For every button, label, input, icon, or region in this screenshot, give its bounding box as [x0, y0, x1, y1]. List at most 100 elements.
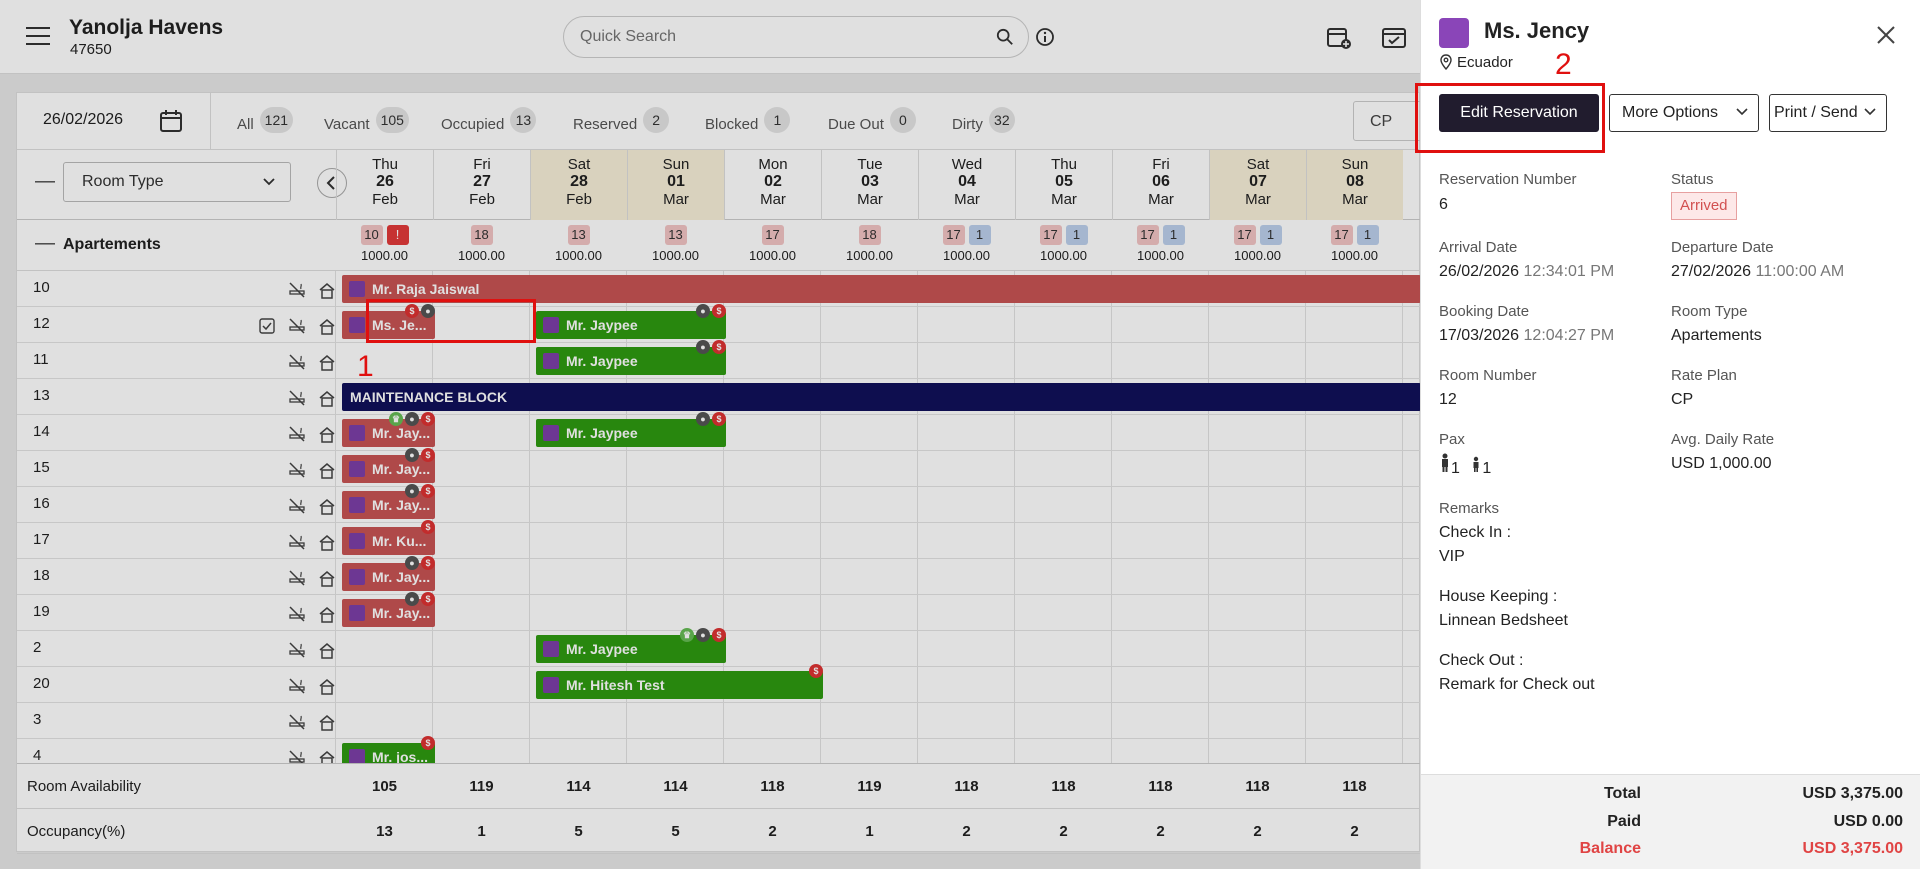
reservation-bar[interactable]: Mr. Jaypee: [536, 635, 726, 663]
day-rate: 1000.00: [943, 248, 990, 263]
add-booking-calendar-icon[interactable]: [1326, 24, 1352, 50]
day-rate: 1000.00: [1234, 248, 1281, 263]
room-row[interactable]: 18: [17, 559, 1421, 595]
building-icon: [543, 677, 559, 693]
date-column-header: Sun 08 Mar: [1306, 150, 1403, 220]
reservation-bar[interactable]: Mr. Jaypee: [536, 311, 726, 339]
housekeeping-icon: [317, 496, 337, 516]
filter-reserved[interactable]: Reserved 2: [573, 107, 670, 137]
grid-line: [529, 271, 530, 763]
reservation-bar[interactable]: Mr. Jay...: [342, 563, 435, 591]
reservation-guest-name: Mr. Jay...: [372, 605, 431, 621]
calendar-check-icon[interactable]: [1381, 24, 1407, 50]
reservation-bar[interactable]: Mr. Jaypee: [536, 347, 726, 375]
date-picker[interactable]: 26/02/2026: [17, 93, 211, 150]
count-badge: 17: [942, 225, 965, 245]
booking-date-label: Booking Date: [1439, 303, 1530, 320]
guest-location: Ecuador: [1457, 54, 1513, 71]
occupancy-value: 2: [1350, 823, 1359, 840]
check-out-remark: Remark for Check out: [1439, 676, 1595, 693]
reservation-bar[interactable]: Mr. Ku...: [342, 527, 435, 555]
reservation-guest-name: MAINTENANCE BLOCK: [350, 389, 508, 405]
hamburger-menu-icon[interactable]: [26, 27, 50, 47]
room-row[interactable]: 14: [17, 415, 1421, 451]
reservation-bar[interactable]: Mr. Jaypee: [536, 419, 726, 447]
quick-search[interactable]: [563, 16, 1029, 58]
filter-dirty[interactable]: Dirty 32: [952, 107, 1015, 137]
no-smoking-icon: [287, 496, 307, 516]
housekeeping-icon: [317, 460, 337, 480]
status-badge: Arrived: [1671, 192, 1737, 220]
grid-line: [820, 271, 821, 763]
room-row[interactable]: 20: [17, 667, 1421, 703]
location-pin-icon: [1440, 54, 1452, 70]
count-badge: !: [386, 225, 409, 245]
payment-due-icon: $: [712, 340, 726, 354]
tape-chart: 26/02/2026 All 121 Vacant 105 Occupied 13 R…: [16, 92, 1433, 854]
reservation-bar[interactable]: Mr. Hitesh Test: [536, 671, 823, 699]
no-smoking-icon: [287, 460, 307, 480]
group-collapse-toggle[interactable]: —: [35, 232, 55, 254]
edit-reservation-button[interactable]: Edit Reservation: [1439, 94, 1599, 132]
day-rate: 1000.00: [361, 248, 408, 263]
room-row[interactable]: 17: [17, 523, 1421, 559]
payment-due-icon: $: [712, 412, 726, 426]
pax-value: 1 1: [1439, 453, 1491, 478]
reservation-bar[interactable]: Ms. Je...: [342, 311, 435, 339]
previous-dates-button[interactable]: [317, 168, 347, 198]
date-column-header: Sat 28 Feb: [530, 150, 627, 220]
reservation-guest-name: Mr. Jaypee: [566, 425, 638, 441]
grid-line: [626, 271, 627, 763]
availability-row: Room Availability 105 119 114 114 118 119 118 1…: [17, 764, 1421, 809]
day-count-cell: 17 1000.00: [724, 225, 821, 263]
search-icon[interactable]: [996, 28, 1014, 46]
reservation-bar[interactable]: Mr. Jay...: [342, 455, 435, 483]
guest-flag-icon: ●: [696, 628, 710, 642]
room-type-value: Apartements: [1671, 327, 1762, 344]
reservation-bar[interactable]: Mr. jos...: [342, 743, 435, 763]
room-row[interactable]: 11: [17, 343, 1421, 379]
count-badge: 10: [360, 225, 383, 245]
filter-due-out[interactable]: Due Out 0: [828, 107, 916, 137]
payment-due-icon: $: [421, 448, 435, 462]
filter-occupied[interactable]: Occupied 13: [441, 107, 537, 137]
housekeeping-icon: [317, 316, 337, 336]
room-row[interactable]: 4: [17, 739, 1421, 763]
grid-line: [1014, 271, 1015, 763]
count-badge: 17: [1136, 225, 1159, 245]
more-options-button[interactable]: More Options: [1609, 94, 1759, 132]
room-row[interactable]: 16: [17, 487, 1421, 523]
search-input[interactable]: [580, 28, 960, 46]
room-row[interactable]: 2: [17, 631, 1421, 667]
maintenance-block-bar[interactable]: MAINTENANCE BLOCK: [342, 383, 1421, 411]
filter-vacant[interactable]: Vacant 105: [324, 107, 409, 137]
rate-plan-value: CP: [1671, 391, 1694, 408]
departure-date-label: Departure Date: [1671, 239, 1774, 256]
room-row[interactable]: 3: [17, 703, 1421, 739]
vip-crown-icon: ♛: [680, 628, 694, 642]
count-badge: 1: [1356, 225, 1379, 245]
room-type-select[interactable]: Room Type: [63, 162, 291, 202]
room-row[interactable]: 15: [17, 451, 1421, 487]
room-rows: 10 12 11 13 14 15 16 17 18 19 2 20 3 4 Mr. Raja Jaiswa…: [17, 271, 1421, 763]
hotel-name: Yanolja Havens: [69, 16, 224, 39]
filter-blocked[interactable]: Blocked 1: [705, 107, 791, 137]
filter-all[interactable]: All 121: [237, 107, 294, 137]
chevron-down-icon: [1736, 108, 1748, 116]
backdrop-overlay[interactable]: [0, 0, 1420, 869]
reservation-bar[interactable]: Mr. Jay...: [342, 419, 435, 447]
calendar-icon[interactable]: [159, 109, 183, 133]
availability-value: 119: [857, 778, 882, 795]
no-smoking-icon: [287, 676, 307, 696]
occupancy-value: 2: [1253, 823, 1262, 840]
reservation-bar[interactable]: Mr. Jay...: [342, 599, 435, 627]
day-rate: 1000.00: [1137, 248, 1184, 263]
close-icon[interactable]: [1875, 24, 1897, 46]
reservation-bar[interactable]: Mr. Jay...: [342, 491, 435, 519]
collapse-toggle[interactable]: —: [35, 170, 55, 192]
reservation-bar[interactable]: Mr. Raja Jaiswal: [342, 275, 1421, 303]
print-send-button[interactable]: Print / Send: [1769, 94, 1887, 132]
info-icon[interactable]: [1035, 27, 1055, 47]
payment-due-icon: $: [421, 736, 435, 750]
guest-flag-icon: ●: [696, 412, 710, 426]
